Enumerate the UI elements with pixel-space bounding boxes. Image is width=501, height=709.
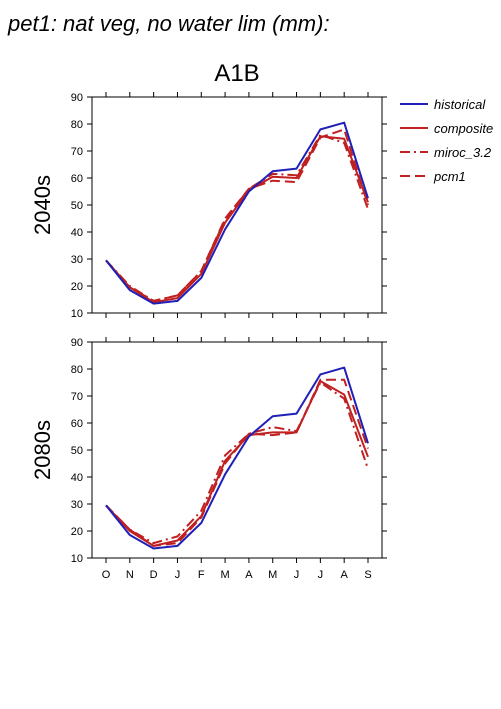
x-tick-label: O (102, 569, 111, 581)
x-tick-label: F (198, 569, 205, 581)
y-tick-label: 40 (71, 227, 83, 239)
panel-label: 2080s (30, 420, 55, 480)
series-line-historical (105, 121, 369, 305)
series-line-pcm1 (105, 128, 369, 302)
y-tick-label: 30 (71, 254, 83, 266)
x-tick-label: J (318, 569, 324, 581)
chart-subtitle: A1B (214, 60, 259, 87)
y-tick-label: 10 (71, 553, 83, 565)
x-tick-label: D (150, 569, 158, 581)
x-tick-label: S (364, 569, 371, 581)
series-line-historical (105, 366, 369, 550)
y-tick-label: 60 (71, 418, 83, 430)
series-line-composite (105, 135, 369, 304)
y-tick-label: 40 (71, 472, 83, 484)
panel-label: 2040s (30, 175, 55, 235)
y-tick-label: 50 (71, 445, 83, 457)
y-tick-label: 70 (71, 391, 83, 403)
y-tick-label: 70 (71, 146, 83, 158)
legend-label: pcm1 (433, 169, 466, 184)
series-line-miroc-3-2 (105, 381, 369, 545)
y-tick-label: 60 (71, 173, 83, 185)
y-tick-label: 20 (71, 526, 83, 538)
y-tick-label: 10 (71, 308, 83, 320)
y-tick-label: 20 (71, 281, 83, 293)
panel-2080s: 10 20 30 40 50 60 70 80 90 O N D J F M A M J J A S 2080s (30, 337, 387, 581)
x-tick-label: A (245, 569, 253, 581)
x-tick-label: M (221, 569, 230, 581)
legend-label: miroc_3.2 (434, 145, 492, 160)
x-tick-label: J (294, 569, 300, 581)
y-tick-label: 80 (71, 119, 83, 131)
series-line-pcm1 (105, 378, 369, 547)
legend: historical composite miroc_3.2 pcm1 (400, 97, 493, 184)
y-tick-label: 30 (71, 499, 83, 511)
panel-2040s: 10 20 30 40 50 60 70 80 90 2040s (30, 92, 387, 320)
y-tick-label: 80 (71, 364, 83, 376)
series-line-composite (105, 380, 369, 547)
x-tick-label: M (268, 569, 277, 581)
x-tick-label: A (341, 569, 349, 581)
x-tick-label: N (126, 569, 134, 581)
y-tick-label: 50 (71, 200, 83, 212)
x-tick-label: J (175, 569, 181, 581)
chart-title: pet1: nat veg, no water lim (mm): (7, 11, 330, 36)
y-tick-label: 90 (71, 92, 83, 104)
legend-label: historical (434, 97, 486, 112)
series-line-miroc-3-2 (105, 133, 369, 302)
legend-label: composite (434, 121, 493, 136)
y-tick-label: 90 (71, 337, 83, 349)
